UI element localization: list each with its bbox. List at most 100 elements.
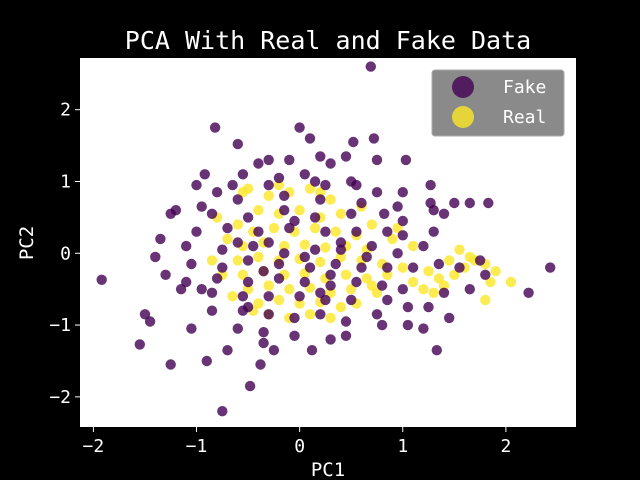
real-point-62 [418, 284, 429, 295]
real-point-3 [304, 183, 316, 194]
fake-point-29 [279, 190, 290, 201]
fake-point-11 [199, 169, 210, 180]
real-point-42 [284, 284, 295, 295]
fake-point-41 [309, 212, 321, 223]
fake-point-16 [237, 169, 249, 180]
real-point-48 [273, 294, 285, 306]
fake-point-70 [273, 258, 285, 270]
fake-point-62 [335, 244, 347, 255]
fake-point-4 [232, 138, 243, 150]
fake-point-22 [320, 179, 331, 191]
fake-point-124 [139, 309, 151, 320]
fake-point-67 [186, 258, 197, 270]
fake-point-104 [444, 312, 455, 324]
fake-point-99 [289, 312, 300, 324]
fake-point-3 [294, 122, 305, 133]
fake-point-9 [371, 154, 383, 166]
fake-point-27 [196, 201, 207, 212]
fake-point-0 [365, 61, 376, 72]
real-point-78 [407, 240, 419, 252]
fake-point-91 [294, 291, 305, 302]
fake-point-142 [299, 251, 310, 263]
fake-point-36 [483, 197, 494, 209]
fake-point-66 [150, 251, 161, 263]
fake-point-24 [397, 187, 408, 198]
fake-point-45 [428, 205, 439, 216]
real-point-28 [315, 256, 326, 268]
real-point-70 [444, 255, 455, 266]
real-point-74 [423, 266, 434, 277]
real-point-71 [454, 244, 465, 255]
real-point-49 [294, 298, 305, 309]
real-point-73 [433, 273, 445, 284]
real-point-38 [361, 273, 372, 284]
fake-point-112 [268, 345, 280, 356]
fake-point-126 [196, 284, 207, 295]
legend: Fake Real [431, 69, 565, 137]
fake-point-133 [371, 309, 383, 320]
fake-point-20 [211, 187, 223, 198]
fake-point-125 [96, 274, 107, 285]
fake-point-60 [279, 248, 290, 259]
fake-point-54 [382, 226, 393, 237]
fake-point-73 [356, 262, 367, 273]
fake-point-87 [175, 284, 187, 295]
real-point-58 [366, 219, 377, 230]
fake-point-17 [299, 169, 310, 180]
fake-point-59 [248, 240, 259, 252]
fake-point-145 [232, 237, 243, 248]
x-tick-label: 0 [294, 436, 305, 457]
fake-point-147 [289, 215, 300, 227]
real-point-88 [325, 312, 336, 324]
real-point-75 [485, 276, 496, 288]
fake-point-116 [418, 323, 429, 334]
legend-fake-label: Fake [503, 77, 546, 98]
fake-point-144 [258, 266, 269, 277]
fake-point-57 [181, 240, 192, 252]
real-point-1 [263, 190, 274, 201]
fake-point-129 [351, 179, 362, 191]
fake-point-121 [165, 359, 176, 370]
fake-point-135 [545, 262, 556, 273]
fake-point-50 [253, 226, 264, 237]
real-point-15 [330, 226, 341, 237]
real-point-65 [449, 269, 460, 280]
fake-point-122 [134, 339, 145, 350]
real-point-46 [366, 280, 377, 291]
fake-point-53 [351, 226, 362, 237]
real-point-14 [309, 222, 321, 234]
fake-point-143 [325, 269, 336, 280]
real-point-9 [335, 208, 347, 219]
fake-point-120 [217, 406, 228, 417]
fake-point-21 [263, 179, 274, 191]
real-point-76 [480, 294, 491, 306]
real-point-25 [253, 251, 264, 263]
fake-point-141 [263, 237, 274, 248]
fake-point-80 [273, 273, 285, 284]
fake-point-34 [449, 197, 460, 209]
chart-title: PCA With Real and Fake Data [125, 26, 531, 55]
fake-point-118 [255, 359, 266, 370]
fake-point-128 [227, 179, 238, 191]
fake-point-10 [325, 158, 336, 169]
fake-point-78 [211, 273, 223, 284]
fake-point-98 [263, 309, 274, 320]
fake-point-136 [474, 255, 486, 266]
real-point-63 [428, 287, 439, 298]
y-axis-label: PC2 [16, 226, 38, 260]
fake-point-84 [376, 280, 388, 291]
real-point-7 [294, 205, 305, 216]
fake-point-85 [397, 284, 408, 295]
real-point-64 [438, 280, 450, 291]
fake-point-32 [392, 201, 403, 212]
real-point-41 [263, 280, 274, 291]
fake-point-75 [407, 262, 419, 273]
fake-point-48 [191, 226, 202, 237]
x-tick-label: −1 [186, 436, 208, 457]
fake-point-131 [464, 284, 475, 295]
fake-point-58 [217, 244, 228, 255]
fake-point-38 [206, 208, 218, 219]
fake-point-71 [304, 262, 316, 273]
real-point-81 [273, 179, 285, 191]
fake-point-12 [253, 158, 264, 169]
